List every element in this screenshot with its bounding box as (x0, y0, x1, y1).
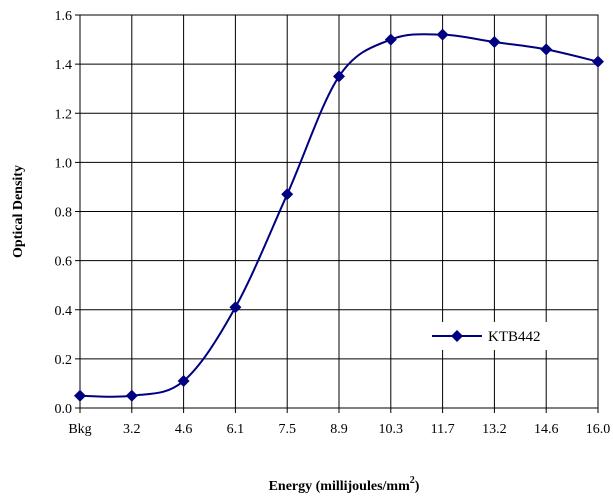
grid (79, 14, 599, 409)
y-tick-label: 1.6 (55, 9, 73, 24)
y-tick-label: 0.8 (55, 206, 73, 221)
x-tick-label: 6.1 (227, 422, 245, 437)
x-tick-label: 4.6 (175, 422, 193, 437)
data-point-diamond (592, 55, 604, 68)
data-point-diamond (125, 389, 138, 402)
y-axis-title: Optical Density (11, 165, 26, 258)
x-axis-title-close: ) (415, 479, 420, 494)
x-tick-label: Bkg (68, 422, 91, 437)
x-tick-label: 7.5 (278, 422, 296, 437)
y-tick-label: 0.4 (55, 304, 73, 319)
legend-label: KTB442 (488, 329, 541, 345)
x-tick-label: 8.9 (330, 422, 348, 437)
legend: KTB442 (428, 322, 558, 350)
y-tick-label: 1.2 (55, 107, 73, 122)
x-axis-title-text: Energy (millijoules/mm (269, 479, 410, 494)
x-tick-label: 16.0 (586, 422, 611, 437)
x-axis-ticks: Bkg 3.2 4.6 6.1 7.5 8.9 10.3 11.7 13.2 14.6 16.0 (68, 408, 610, 437)
x-tick-label: 3.2 (123, 422, 141, 437)
legend-marker-diamond-icon (451, 330, 463, 342)
y-tick-label: 0.6 (55, 255, 73, 270)
data-point-diamond (488, 36, 501, 49)
data-point-diamond (384, 33, 397, 46)
data-point-diamond (281, 188, 294, 201)
x-axis-title-superscript: 2 (410, 475, 415, 486)
y-tick-label: 1.4 (55, 58, 73, 73)
x-tick-label: 13.2 (482, 422, 507, 437)
y-tick-label: 0.2 (55, 353, 73, 368)
data-point-diamond (177, 374, 190, 387)
y-tick-label: 0.0 (55, 402, 73, 417)
series-points (74, 28, 604, 402)
x-tick-label: 14.6 (534, 422, 559, 437)
data-point-diamond (333, 70, 345, 83)
data-point-diamond (436, 28, 449, 41)
x-axis-title: Energy (millijoules/mm2) (269, 475, 420, 494)
y-axis-ticks: 0.0 0.2 0.4 0.6 0.8 1.0 1.2 1.4 1.6 (55, 9, 80, 417)
y-tick-label: 1.0 (55, 156, 73, 171)
data-point-diamond (229, 301, 242, 314)
data-point-diamond (74, 389, 86, 402)
x-tick-label: 11.7 (431, 422, 455, 437)
data-point-diamond (540, 43, 553, 56)
x-tick-label: 10.3 (379, 422, 404, 437)
